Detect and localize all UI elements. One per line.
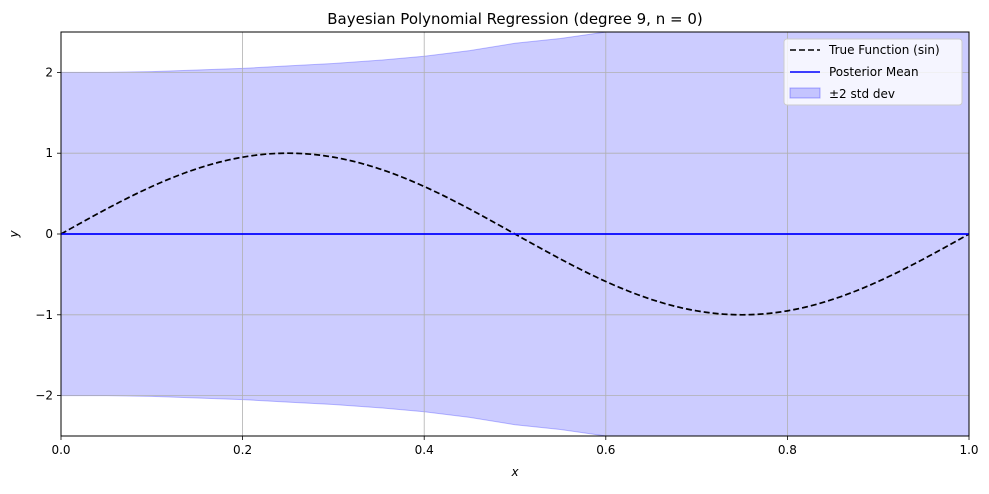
x-tick-label-0: 0.0 <box>51 443 70 457</box>
y-tick-label-4: 2 <box>45 65 53 79</box>
tick-layer: 0.0 0.2 0.4 0.6 0.8 1.0 −2 −1 0 1 2 <box>35 65 978 457</box>
legend-label-posterior-mean: Posterior Mean <box>829 65 919 79</box>
x-tick-label-2: 0.4 <box>415 443 434 457</box>
legend-label-true-function: True Function (sin) <box>828 43 940 57</box>
x-tick-label-5: 1.0 <box>959 443 978 457</box>
y-tick-label-3: 1 <box>45 146 53 160</box>
series-layer <box>61 152 969 316</box>
x-tick-label-4: 0.8 <box>778 443 797 457</box>
legend-swatch-band <box>789 87 821 99</box>
y-tick-label-0: −2 <box>35 389 53 403</box>
uncertainty-band-lower-edge <box>61 395 609 436</box>
legend-label-band: ±2 std dev <box>829 87 895 101</box>
uncertainty-band-upper-edge <box>61 32 609 73</box>
chart-title: Bayesian Polynomial Regression (degree 9… <box>327 10 702 28</box>
y-axis-label: y <box>7 230 21 239</box>
y-tick-label-2: 0 <box>45 227 53 241</box>
legend: True Function (sin) Posterior Mean ±2 st… <box>783 38 963 106</box>
legend-box <box>783 38 963 106</box>
y-tick-label-1: −1 <box>35 308 53 322</box>
x-tick-label-1: 0.2 <box>233 443 252 457</box>
x-axis-label: x <box>510 465 519 479</box>
x-tick-label-3: 0.6 <box>596 443 615 457</box>
